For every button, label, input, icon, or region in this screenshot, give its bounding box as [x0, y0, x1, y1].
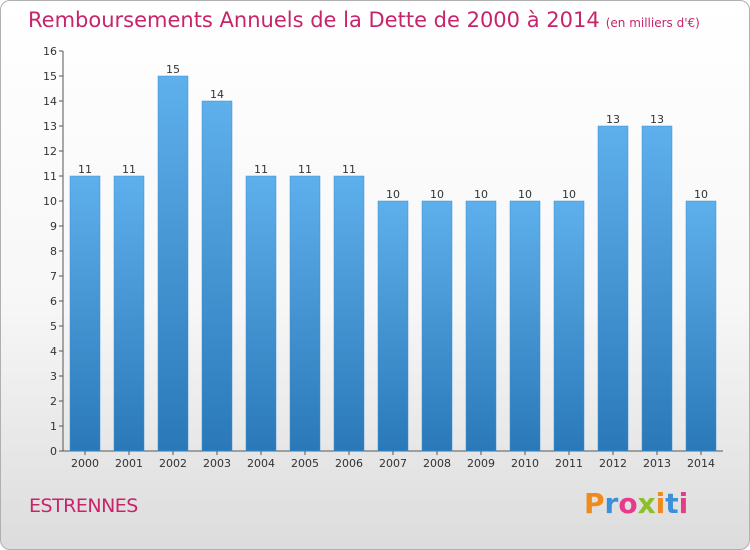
x-tick-label: 2006: [335, 457, 363, 470]
x-tick-label: 2003: [203, 457, 231, 470]
x-tick-label: 2007: [379, 457, 407, 470]
bar-value-label: 10: [518, 188, 532, 201]
bar-value-label: 11: [254, 163, 268, 176]
x-tick-label: 2013: [643, 457, 671, 470]
y-tick-label: 6: [50, 295, 57, 308]
bar: [333, 175, 365, 452]
y-tick-label: 1: [50, 420, 57, 433]
bar: [421, 200, 453, 452]
x-tick-label: 2005: [291, 457, 319, 470]
y-tick-label: 9: [50, 220, 57, 233]
x-tick-label: 2004: [247, 457, 275, 470]
bar-value-label: 14: [210, 88, 224, 101]
y-tick-label: 7: [50, 270, 57, 283]
bar: [509, 200, 541, 452]
x-tick-label: 2002: [159, 457, 187, 470]
x-tick-label: 2001: [115, 457, 143, 470]
x-tick-label: 2009: [467, 457, 495, 470]
bar-value-label: 10: [694, 188, 708, 201]
y-tick-label: 10: [43, 195, 57, 208]
bar: [113, 175, 145, 452]
bar: [465, 200, 497, 452]
x-tick-label: 2011: [555, 457, 583, 470]
bar: [245, 175, 277, 452]
y-tick-label: 15: [43, 70, 57, 83]
bar: [289, 175, 321, 452]
bar-value-label: 10: [474, 188, 488, 201]
logo-letter: r: [604, 487, 619, 520]
bar: [201, 100, 233, 452]
y-tick-label: 11: [43, 170, 57, 183]
logo-letter: x: [637, 487, 656, 520]
bar-value-label: 11: [342, 163, 356, 176]
logo-letter: P: [584, 487, 605, 520]
bar-value-label: 13: [606, 113, 620, 126]
y-tick-label: 0: [50, 445, 57, 458]
bar: [157, 75, 189, 452]
bar-value-label: 10: [562, 188, 576, 201]
x-tick-label: 2014: [687, 457, 715, 470]
logo-letter: i: [678, 487, 689, 520]
bar: [597, 125, 629, 452]
y-tick-label: 8: [50, 245, 57, 258]
bar-value-label: 15: [166, 63, 180, 76]
x-tick-label: 2008: [423, 457, 451, 470]
bar: [685, 200, 717, 452]
chart-title-text: Remboursements Annuels de la Dette de 20…: [28, 8, 600, 32]
y-tick-label: 2: [50, 395, 57, 408]
y-tick-label: 4: [50, 345, 57, 358]
bar-value-label: 13: [650, 113, 664, 126]
bar: [377, 200, 409, 452]
chart-title: Remboursements Annuels de la Dette de 20…: [28, 8, 700, 32]
y-tick-label: 14: [43, 95, 57, 108]
y-tick-label: 13: [43, 120, 57, 133]
bar-value-label: 11: [298, 163, 312, 176]
logo-letter: o: [618, 487, 638, 520]
y-tick-label: 12: [43, 145, 57, 158]
y-tick-label: 5: [50, 320, 57, 333]
y-tick-label: 3: [50, 370, 57, 383]
chart-subtitle: (en milliers d'€): [605, 16, 700, 30]
x-tick-label: 2000: [71, 457, 99, 470]
logo-letter: i: [655, 487, 666, 520]
bar-value-label: 11: [78, 163, 92, 176]
x-tick-label: 2012: [599, 457, 627, 470]
bar-value-label: 10: [386, 188, 400, 201]
bar: [69, 175, 101, 452]
bar: [553, 200, 585, 452]
bar: [641, 125, 673, 452]
x-tick-label: 2010: [511, 457, 539, 470]
y-tick-label: 16: [43, 45, 57, 58]
logo-letter: t: [665, 487, 679, 520]
town-name: ESTRENNES: [29, 495, 138, 517]
bar-value-label: 11: [122, 163, 136, 176]
bar-value-label: 10: [430, 188, 444, 201]
proxiti-logo: Proxiti: [584, 487, 688, 520]
